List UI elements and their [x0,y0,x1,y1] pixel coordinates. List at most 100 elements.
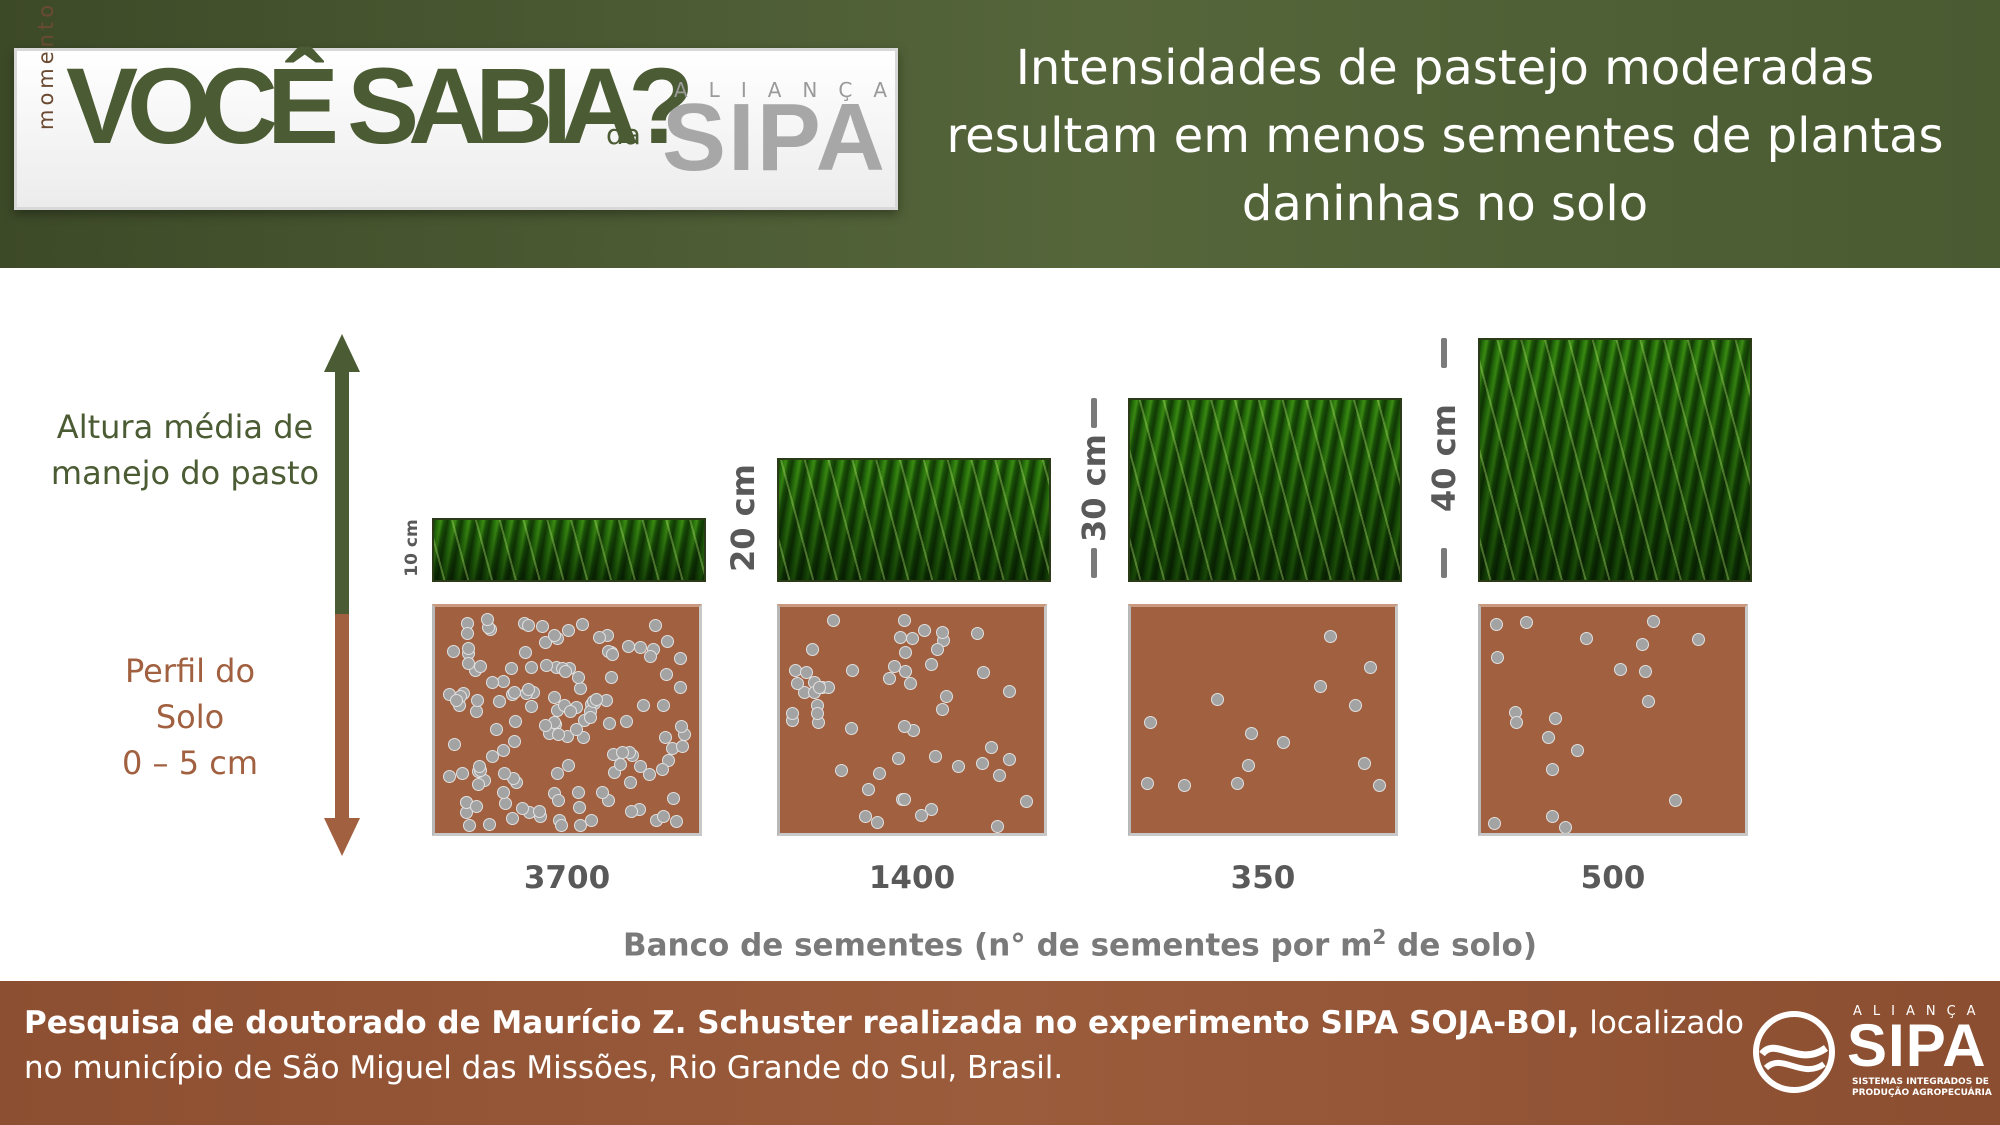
height-tick-bottom-30cm [1091,548,1097,578]
seed-dot [471,777,485,791]
seed-dot [991,819,1005,833]
seed-dot [1141,776,1155,790]
seed-dot [674,652,688,666]
grass-block-20cm [777,458,1051,582]
height-tick-top-40cm [1441,338,1447,368]
seed-dot [533,804,547,818]
height-label-20cm: 20 cm [724,463,762,572]
seed-dot [976,666,990,680]
footer-banner [0,981,2000,1125]
seed-dot [462,656,475,670]
soil-block-40cm [1478,604,1748,836]
seed-dot [1545,763,1559,777]
seed-dot [1323,630,1337,644]
seed-dot [883,672,896,686]
seed-dot [1491,650,1505,664]
seed-dot [470,799,484,813]
seed-dot [992,769,1006,783]
x-axis-label: Banco de sementes (n° de sementes por m2… [560,925,1600,963]
seed-dot [589,692,603,706]
seed-dot [1358,756,1372,770]
brown-arrow-shaft [335,614,349,824]
seed-count-label: 3700 [523,860,611,896]
seed-dot [1571,744,1585,758]
seed-dot [1003,752,1017,766]
seed-dot [656,763,670,777]
seed-dot [455,767,469,781]
seed-dot [891,752,905,766]
seed-dot [1364,660,1378,674]
seed-dot [624,805,638,819]
seed-dot [1638,664,1652,678]
footer-normal-text: localizado no município de São Miguel da… [24,1005,1744,1086]
seed-dot [862,782,876,796]
seed-dot [660,634,674,648]
seed-dot [1558,820,1572,833]
seed-dot [548,628,562,642]
seed-dot [659,731,673,745]
logo-da-text: da [606,118,641,151]
seed-dot [593,630,607,644]
seed-dot [905,632,919,646]
seed-dot [952,760,966,774]
seed-dot [552,794,566,808]
seed-dot [1230,777,1244,791]
seed-dot [790,677,804,691]
seed-dot [813,681,827,695]
seed-dot [858,810,872,824]
soil-profile-line3: 0 – 5 cm [122,744,258,782]
seed-dot [572,785,586,799]
seed-dot [888,659,902,673]
seed-dot [1241,758,1255,772]
seed-dot [657,810,671,824]
green-arrow-shaft [335,370,349,640]
seed-dot [845,721,859,735]
seed-dot [1348,699,1362,713]
soil-profile-line1: Perfil do [124,652,256,690]
footer-logo-sub1: SISTEMAS INTEGRADOS DE [1852,1077,1989,1087]
seed-dot [835,764,849,778]
seed-dot [489,722,503,736]
footer-text: Pesquisa de doutorado de Maurício Z. Sch… [24,1001,1764,1091]
seed-dot [485,749,499,763]
logo-momento-text: momento [34,0,58,130]
seed-dot [903,677,917,691]
seed-dot [1178,778,1192,792]
height-label-10cm: 10 cm [402,519,422,577]
seed-dot [1245,727,1259,741]
seed-dot [448,737,462,751]
seed-dot [624,775,638,789]
seed-dot [462,819,476,833]
seed-dot [670,814,684,828]
x-axis-label-sup: 2 [1372,925,1387,949]
height-label-30cm: 30 cm [1075,433,1113,542]
seed-dot [1641,695,1655,709]
footer-logo-sipa: SIPA [1847,1012,1987,1079]
seed-dot [1636,637,1650,651]
seed-dot [613,758,627,772]
seed-dot [924,657,938,671]
down-arrow-head [324,818,360,856]
grass-block-10cm [432,518,706,582]
seed-dot [799,666,813,680]
seed-dot [657,699,671,713]
seed-dot [509,714,523,728]
seed-dot [497,743,511,757]
footer-logo-alianca: ALIANÇA [1853,1004,1987,1019]
seed-dot [482,818,496,831]
seed-dot [1548,711,1562,725]
seed-dot [548,691,562,705]
seed-dot [1542,730,1556,744]
seed-dot [1210,693,1224,707]
seed-dot [497,766,511,780]
seed-count-label: 350 [1230,860,1296,896]
seed-dot [898,793,912,807]
seed-dot [486,676,500,690]
seed-count-label: 1400 [868,860,956,896]
seed-dot [559,665,573,679]
seed-dot [446,645,460,659]
seed-dot [984,740,998,754]
seed-dot [474,659,488,673]
seed-dot [604,671,618,685]
seed-dot [674,680,688,694]
